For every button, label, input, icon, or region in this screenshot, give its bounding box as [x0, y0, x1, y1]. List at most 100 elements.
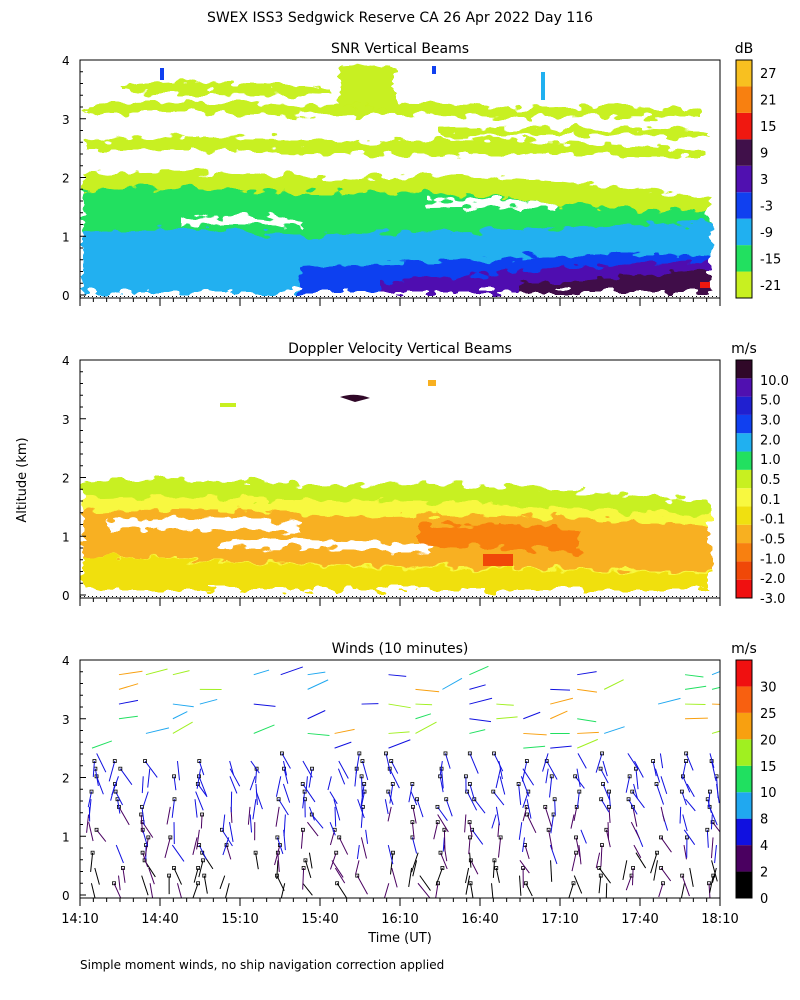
wind-barb [442, 837, 445, 852]
wind-barb [711, 703, 720, 705]
wind-barb [654, 768, 661, 783]
wind-barb [275, 806, 280, 827]
wind-barb [307, 732, 330, 736]
winds-colorbar-swatch [736, 739, 752, 766]
doppler-colorbar-swatch [736, 488, 752, 507]
wind-calm-marker [438, 850, 443, 855]
wind-barb [384, 799, 389, 815]
wind-barb [628, 798, 638, 815]
wind-barb [203, 875, 208, 894]
wind-barb [630, 821, 640, 839]
wind-barb [650, 852, 658, 874]
snr-blob [520, 272, 710, 292]
wind-barb [631, 791, 645, 809]
wind-barb [598, 875, 602, 894]
wind-barb [302, 760, 313, 778]
wind-barb [329, 791, 338, 805]
wind-barb [193, 867, 199, 883]
wind-barb [115, 844, 124, 864]
wind-calm-marker [574, 835, 578, 840]
wind-barb [334, 806, 337, 827]
wind-barb [578, 845, 582, 865]
wind-calm-marker [601, 782, 605, 786]
wind-barb [595, 753, 603, 773]
wind-barb [495, 806, 501, 826]
wind-barb [196, 829, 200, 850]
wind-calm-marker [498, 835, 503, 840]
wind-calm-marker [276, 797, 281, 802]
wind-barb [660, 806, 665, 822]
wind-barb [229, 760, 235, 775]
wind-calm-marker [467, 782, 472, 786]
wind-barb [716, 776, 719, 799]
wind-barb [469, 729, 486, 734]
wind-barb [118, 699, 139, 705]
wind-barb [198, 760, 205, 776]
wind-calm-marker [491, 789, 496, 794]
winds-colorbar-label: 2 [760, 866, 768, 881]
wind-barb [111, 776, 119, 796]
wind-barb [87, 791, 92, 808]
winds-colorbar-label: 20 [760, 733, 777, 748]
wind-calm-marker [359, 774, 364, 779]
doppler-colorbar-label: 2.0 [760, 433, 781, 448]
wind-barb [602, 760, 608, 777]
wind-barb [711, 730, 720, 734]
doppler-blob [483, 554, 513, 566]
wind-barb [360, 791, 365, 809]
wind-barb [465, 867, 470, 884]
wind-barb [173, 867, 183, 885]
wind-barb [222, 814, 226, 830]
doppler-blob [340, 394, 370, 402]
wind-barb [219, 875, 226, 890]
wind-calm-marker [571, 881, 576, 886]
wind-barb [308, 806, 315, 821]
wind-barb [122, 867, 126, 883]
wind-barb [679, 806, 682, 824]
snr-colorbar-label: -15 [760, 252, 781, 267]
wind-barb [274, 844, 281, 866]
wind-barb [435, 883, 439, 898]
wind-barb [711, 686, 720, 690]
snr-ytick-label: 4 [62, 54, 70, 68]
wind-barb [226, 844, 232, 860]
wind-barb [221, 829, 233, 847]
doppler-blob [428, 380, 436, 386]
wind-barb [684, 674, 704, 678]
wind-barb [88, 799, 92, 819]
wind-calm-marker [655, 850, 659, 855]
winds-colorbar-swatch [736, 765, 752, 793]
wind-barb [88, 822, 94, 842]
wind-barb [526, 799, 532, 819]
doppler-colorbar-swatch [736, 524, 752, 544]
wind-barb [550, 860, 553, 882]
wind-barb [197, 783, 208, 798]
winds-colorbar-swatch [736, 871, 752, 898]
snr-colorbar-swatch [736, 192, 752, 219]
doppler-colorbar-label: -3.0 [760, 592, 785, 607]
wind-barb [542, 753, 549, 772]
wind-barb [142, 829, 148, 847]
wind-calm-marker [631, 866, 635, 870]
winds-xtick-label: 16:40 [461, 912, 498, 927]
wind-barb [709, 875, 714, 893]
wind-calm-marker [442, 827, 447, 832]
wind-barb [118, 670, 143, 676]
doppler-blob [83, 556, 710, 590]
snr-colorbar-swatch [736, 271, 752, 298]
wind-calm-marker [355, 873, 360, 878]
snr-title: SNR Vertical Beams [331, 41, 469, 57]
wind-barb [709, 753, 715, 768]
wind-barb [657, 697, 681, 705]
doppler-colorbar-label: 10.0 [760, 374, 789, 389]
wind-barb [445, 753, 451, 769]
doppler-colorbar-label: -2.0 [760, 572, 785, 587]
wind-barb [302, 882, 313, 896]
wind-barb [577, 738, 598, 749]
wind-barb [496, 703, 514, 706]
wind-calm-marker [112, 759, 117, 763]
wind-calm-marker [253, 850, 258, 855]
winds-colorbar-swatch [736, 845, 752, 872]
wind-barb [360, 837, 368, 859]
wind-barb [307, 710, 326, 720]
